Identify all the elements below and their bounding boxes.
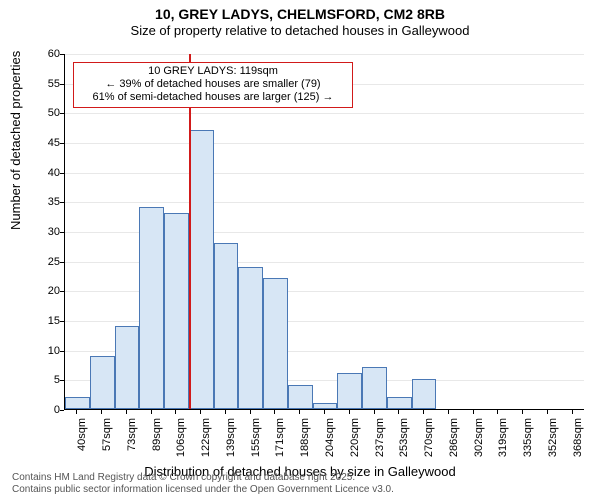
x-tick-label: 319sqm xyxy=(497,418,509,458)
x-tick-label: 270sqm xyxy=(423,418,435,458)
y-axis-label: Number of detached properties xyxy=(8,51,23,230)
y-tick-label: 50 xyxy=(30,107,60,119)
y-tick-label: 15 xyxy=(30,315,60,327)
plot-area: 10 GREY LADYS: 119sqm ← 39% of detached … xyxy=(64,54,584,410)
x-tick-mark xyxy=(423,410,424,414)
x-tick-mark xyxy=(175,410,176,414)
x-tick-mark xyxy=(448,410,449,414)
x-tick-mark xyxy=(522,410,523,414)
x-tick-mark xyxy=(225,410,226,414)
x-tick-mark xyxy=(572,410,573,414)
bar xyxy=(65,397,90,409)
x-tick-mark xyxy=(547,410,548,414)
bar xyxy=(214,243,239,409)
x-tick-mark xyxy=(299,410,300,414)
x-tick-label: 286sqm xyxy=(448,418,460,458)
bar xyxy=(412,379,437,409)
x-tick-label: 335sqm xyxy=(522,418,534,458)
x-tick-label: 73sqm xyxy=(126,418,138,458)
y-tick-label: 5 xyxy=(30,374,60,386)
x-tick-label: 40sqm xyxy=(76,418,88,458)
x-tick-mark xyxy=(349,410,350,414)
x-tick-mark xyxy=(374,410,375,414)
x-tick-label: 352sqm xyxy=(547,418,559,458)
y-tick-label: 45 xyxy=(30,137,60,149)
y-tick-label: 10 xyxy=(30,345,60,357)
x-tick-label: 57sqm xyxy=(101,418,113,458)
x-tick-label: 155sqm xyxy=(250,418,262,458)
y-tick-label: 25 xyxy=(30,256,60,268)
callout-line1: 10 GREY LADYS: 119sqm xyxy=(80,65,346,78)
bar xyxy=(288,385,313,409)
bar xyxy=(313,403,338,409)
gridline xyxy=(65,113,584,114)
chart-container: 10, GREY LADYS, CHELMSFORD, CM2 8RB Size… xyxy=(0,0,600,500)
x-tick-mark xyxy=(126,410,127,414)
bar xyxy=(139,207,164,409)
gridline xyxy=(65,54,584,55)
footer-line2: Contains public sector information licen… xyxy=(12,484,394,496)
title-block: 10, GREY LADYS, CHELMSFORD, CM2 8RB Size… xyxy=(0,0,600,38)
bar xyxy=(263,278,288,409)
y-tick-label: 40 xyxy=(30,167,60,179)
x-tick-label: 220sqm xyxy=(349,418,361,458)
x-tick-label: 188sqm xyxy=(299,418,311,458)
x-tick-label: 122sqm xyxy=(200,418,212,458)
marker-callout: 10 GREY LADYS: 119sqm ← 39% of detached … xyxy=(73,62,353,108)
bar xyxy=(90,356,115,409)
x-tick-label: 253sqm xyxy=(398,418,410,458)
gridline xyxy=(65,202,584,203)
x-tick-mark xyxy=(101,410,102,414)
title-main: 10, GREY LADYS, CHELMSFORD, CM2 8RB xyxy=(0,6,600,23)
x-tick-label: 171sqm xyxy=(274,418,286,458)
gridline xyxy=(65,143,584,144)
y-tick-label: 60 xyxy=(30,48,60,60)
x-tick-mark xyxy=(76,410,77,414)
gridline xyxy=(65,173,584,174)
bar xyxy=(387,397,412,409)
bar xyxy=(337,373,362,409)
x-tick-label: 302sqm xyxy=(473,418,485,458)
title-sub: Size of property relative to detached ho… xyxy=(0,23,600,39)
bar xyxy=(362,367,387,409)
footer-line1: Contains HM Land Registry data © Crown c… xyxy=(12,472,394,484)
x-tick-label: 106sqm xyxy=(175,418,187,458)
callout-line3: 61% of semi-detached houses are larger (… xyxy=(80,91,346,104)
x-tick-label: 237sqm xyxy=(374,418,386,458)
x-tick-mark xyxy=(473,410,474,414)
bar xyxy=(115,326,140,409)
x-tick-label: 89sqm xyxy=(151,418,163,458)
x-tick-mark xyxy=(398,410,399,414)
x-tick-mark xyxy=(250,410,251,414)
y-tick-label: 0 xyxy=(30,404,60,416)
y-tick-label: 35 xyxy=(30,196,60,208)
bar xyxy=(164,213,189,409)
footer: Contains HM Land Registry data © Crown c… xyxy=(12,472,394,496)
y-tick-mark xyxy=(60,410,64,411)
x-tick-mark xyxy=(274,410,275,414)
bar xyxy=(238,267,263,409)
callout-line2: ← 39% of detached houses are smaller (79… xyxy=(80,78,346,91)
y-tick-label: 30 xyxy=(30,226,60,238)
x-tick-mark xyxy=(200,410,201,414)
y-tick-label: 20 xyxy=(30,285,60,297)
x-tick-label: 139sqm xyxy=(225,418,237,458)
x-tick-mark xyxy=(324,410,325,414)
x-tick-label: 368sqm xyxy=(572,418,584,458)
y-tick-label: 55 xyxy=(30,78,60,90)
x-tick-mark xyxy=(151,410,152,414)
x-tick-label: 204sqm xyxy=(324,418,336,458)
x-tick-mark xyxy=(497,410,498,414)
bar xyxy=(189,130,214,409)
